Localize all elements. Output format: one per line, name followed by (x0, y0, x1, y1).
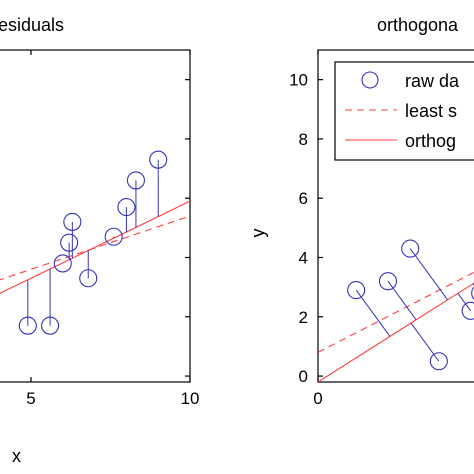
left-data-point (79, 269, 98, 288)
right-data-point (378, 272, 398, 291)
left-axes-frame (0, 49, 191, 383)
legend-raw-data-marker (361, 71, 379, 89)
right-residual-segment (355, 289, 391, 337)
legend-orthogonal-label: orthog (405, 131, 456, 151)
left-panel-title: esiduals (0, 15, 64, 35)
left-data-point (63, 212, 82, 231)
right-y-tick-label: 4 (299, 249, 308, 268)
left-orthogonal-line (0, 200, 190, 294)
right-y-tick-label: 10 (289, 71, 308, 90)
left-x-tick-label: 10 (181, 389, 200, 408)
left-data-point (53, 254, 72, 273)
left-panel: esiduals 5 10 x (0, 15, 199, 466)
right-orthogonal-line (318, 282, 474, 382)
left-data-point (41, 316, 60, 335)
left-data-point (126, 171, 145, 190)
right-residual-segment (387, 280, 417, 321)
right-y-tick-label: 8 (299, 130, 308, 149)
left-x-tick-label: 5 (26, 389, 35, 408)
right-least-squares-line (318, 271, 474, 353)
left-tick-marks: 5 10 (26, 50, 199, 408)
left-data-point (104, 227, 123, 246)
right-panel: orthogona 00 2 4 6 8 10 y raw da least s orth… (248, 15, 474, 408)
right-y-tick-label: 2 (299, 308, 308, 327)
left-plot-area (0, 150, 190, 335)
left-data-point (18, 316, 37, 335)
left-data-point (149, 150, 168, 169)
right-y-axis-label: y (248, 229, 268, 238)
right-plot-area (318, 239, 474, 382)
left-data-point (117, 198, 136, 217)
right-x-tick-label: 0 (313, 389, 322, 408)
right-data-point (347, 281, 366, 300)
right-y-tick-label: 6 (299, 189, 308, 208)
right-residual-segment (409, 248, 449, 301)
left-x-axis-label: x (12, 446, 21, 466)
legend-box (334, 61, 474, 161)
right-residual-segment (457, 293, 472, 312)
left-least-squares-line (0, 215, 190, 281)
left-data-point (60, 233, 79, 252)
right-residual-segment (410, 322, 440, 362)
right-data-point (429, 352, 448, 371)
right-data-point (401, 239, 420, 258)
right-axes-frame (317, 49, 474, 383)
right-y-tick-label: 0 (299, 367, 308, 386)
right-tick-marks: 00 2 4 6 8 10 (289, 50, 323, 408)
legend-raw-data-label: raw da (405, 71, 460, 91)
legend: raw da least s orthog (334, 61, 474, 161)
right-data-point (461, 301, 474, 320)
legend-least-squares-label: least s (405, 101, 457, 121)
right-data-point (471, 286, 474, 300)
right-panel-title: orthogona (377, 15, 459, 35)
